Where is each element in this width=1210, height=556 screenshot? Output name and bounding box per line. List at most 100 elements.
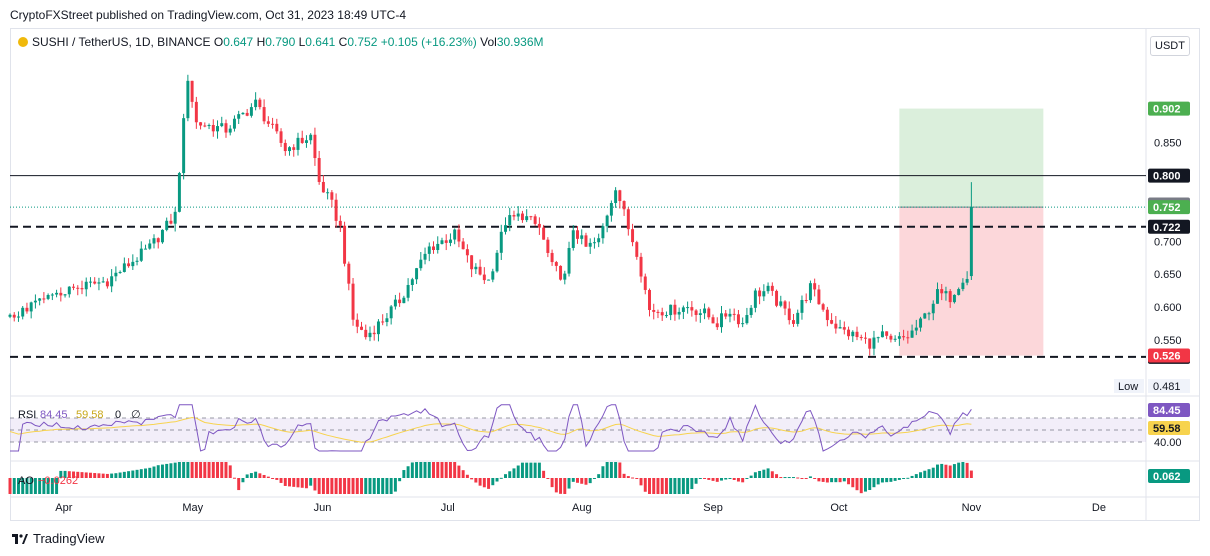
candle-body[interactable] [199, 122, 203, 126]
candle-body[interactable] [88, 281, 92, 283]
candle-body[interactable] [537, 223, 541, 228]
candle-body[interactable] [38, 298, 42, 301]
candle-body[interactable] [148, 243, 152, 249]
candle-body[interactable] [800, 300, 804, 313]
candle-body[interactable] [935, 289, 939, 304]
candle-body[interactable] [944, 291, 948, 294]
candle-body[interactable] [97, 282, 101, 284]
candle-body[interactable] [927, 313, 931, 315]
candle-body[interactable] [118, 271, 122, 273]
candle-body[interactable] [698, 313, 702, 316]
candle-body[interactable] [576, 230, 579, 239]
candle-body[interactable] [300, 137, 304, 143]
candle-body[interactable] [893, 338, 897, 340]
candle-body[interactable] [622, 201, 626, 210]
candle-body[interactable] [398, 299, 402, 304]
candle-body[interactable] [681, 307, 685, 312]
candle-body[interactable] [931, 303, 935, 314]
candle-body[interactable] [847, 329, 851, 337]
candle-body[interactable] [529, 216, 533, 218]
candle-body[interactable] [592, 242, 596, 244]
candle-body[interactable] [825, 309, 829, 321]
candle-body[interactable] [72, 286, 76, 288]
candle-body[interactable] [237, 114, 241, 119]
candle-body[interactable] [897, 336, 901, 339]
candle-body[interactable] [42, 298, 46, 300]
candle-body[interactable] [775, 290, 779, 306]
candle-body[interactable] [859, 337, 863, 339]
candle-body[interactable] [952, 294, 956, 303]
candle-body[interactable] [334, 199, 338, 221]
candle-body[interactable] [766, 285, 770, 292]
candle-body[interactable] [152, 238, 156, 244]
candle-body[interactable] [470, 255, 474, 270]
candle-body[interactable] [889, 335, 893, 340]
candle-body[interactable] [804, 300, 808, 302]
candle-body[interactable] [105, 281, 109, 287]
candle-body[interactable] [559, 265, 563, 280]
candle-body[interactable] [965, 278, 969, 283]
candle-body[interactable] [749, 307, 753, 316]
candle-body[interactable] [135, 260, 139, 262]
candle-body[interactable] [254, 99, 258, 108]
candle-body[interactable] [461, 241, 465, 250]
candle-body[interactable] [868, 338, 872, 349]
candle-body[interactable] [444, 240, 448, 243]
candle-body[interactable] [114, 272, 118, 277]
candle-body[interactable] [385, 318, 389, 323]
candle-body[interactable] [715, 323, 719, 328]
candle-body[interactable] [46, 294, 50, 299]
candle-body[interactable] [745, 315, 749, 324]
currency-button[interactable]: USDT [1150, 36, 1190, 56]
candle-body[interactable] [351, 283, 355, 320]
candle-body[interactable] [783, 301, 787, 309]
candle-body[interactable] [762, 291, 766, 297]
candle-body[interactable] [580, 235, 584, 239]
candle-body[interactable] [258, 99, 262, 108]
candle-body[interactable] [648, 289, 651, 310]
candle-body[interactable] [720, 313, 723, 328]
candle-body[interactable] [677, 311, 681, 315]
candle-body[interactable] [690, 307, 694, 311]
candle-body[interactable] [59, 292, 63, 296]
candle-body[interactable] [122, 263, 126, 272]
candle-body[interactable] [495, 252, 499, 272]
candle-body[interactable] [876, 337, 880, 339]
candle-body[interactable] [427, 246, 431, 254]
candle-body[interactable] [533, 216, 537, 224]
candle-body[interactable] [110, 276, 114, 287]
candle-body[interactable] [406, 284, 410, 298]
candle-body[interactable] [753, 290, 757, 308]
candle-body[interactable] [190, 80, 194, 102]
candle-body[interactable] [50, 294, 54, 296]
candle-body[interactable] [474, 266, 478, 270]
candle-body[interactable] [504, 225, 507, 232]
candle-body[interactable] [703, 308, 707, 314]
candle-body[interactable] [25, 307, 29, 312]
candle-body[interactable] [656, 311, 660, 313]
candle-body[interactable] [249, 107, 253, 116]
candle-body[interactable] [266, 121, 270, 124]
candle-body[interactable] [436, 243, 440, 251]
candle-body[interactable] [317, 158, 321, 182]
candle-body[interactable] [614, 190, 618, 204]
candle-body[interactable] [910, 330, 914, 338]
candle-body[interactable] [76, 287, 80, 289]
candle-body[interactable] [813, 283, 817, 290]
candle-body[interactable] [309, 134, 313, 141]
candle-body[interactable] [948, 291, 952, 303]
candle-body[interactable] [597, 238, 601, 243]
candle-body[interactable] [67, 286, 71, 295]
candle-body[interactable] [787, 308, 791, 321]
candle-body[interactable] [491, 271, 495, 280]
candle-body[interactable] [453, 229, 457, 240]
candle-body[interactable] [957, 289, 961, 295]
candle-body[interactable] [372, 332, 376, 335]
candle-body[interactable] [169, 220, 173, 224]
candle-body[interactable] [186, 80, 190, 119]
candle-body[interactable] [321, 181, 325, 193]
candle-body[interactable] [245, 112, 249, 116]
candle-body[interactable] [563, 273, 567, 280]
candle-body[interactable] [144, 248, 148, 250]
candle-body[interactable] [516, 213, 520, 217]
